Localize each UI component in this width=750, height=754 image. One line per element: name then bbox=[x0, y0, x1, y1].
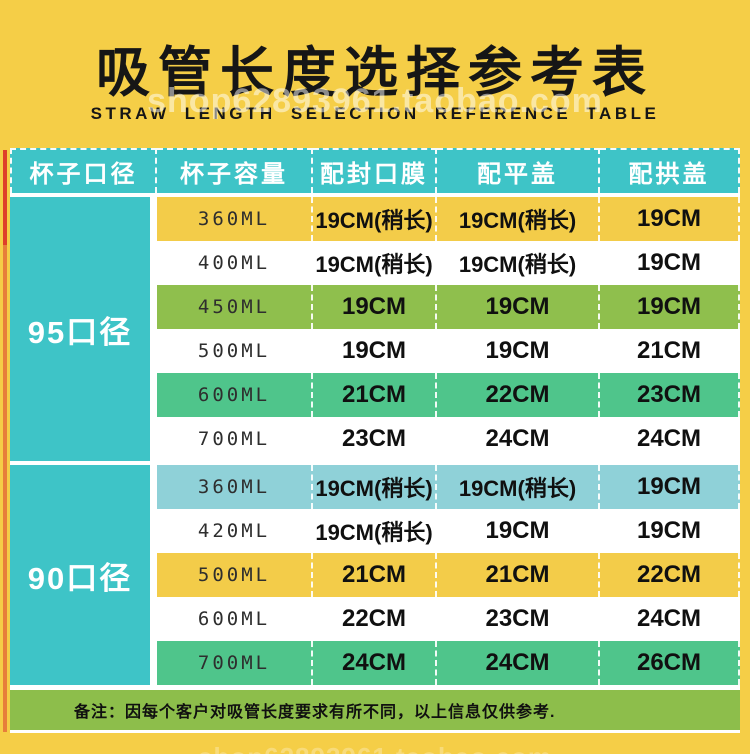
film-length-cell: 19CM bbox=[313, 329, 437, 373]
dome-lid-length-cell: 19CM bbox=[600, 197, 740, 241]
left-edge-red-line-top bbox=[3, 150, 7, 245]
column-header-4: 配平盖 bbox=[437, 148, 600, 193]
flat-lid-length-cell: 24CM bbox=[437, 641, 600, 685]
film-length-cell: 19CM(稍长) bbox=[313, 509, 437, 553]
capacity-cell: 700ML bbox=[157, 641, 313, 685]
capacity-cell: 700ML bbox=[157, 417, 313, 461]
note-bar: 备注：因每个客户对吸管长度要求有所不同，以上信息仅供参考. bbox=[10, 690, 740, 733]
flat-lid-length-cell: 19CM(稍长) bbox=[437, 241, 600, 285]
film-length-cell: 23CM bbox=[313, 417, 437, 461]
flat-lid-length-cell: 21CM bbox=[437, 553, 600, 597]
capacity-cell: 600ML bbox=[157, 373, 313, 417]
film-length-cell: 22CM bbox=[313, 597, 437, 641]
flat-lid-length-cell: 19CM bbox=[437, 509, 600, 553]
shop-watermark-bottom: shop62893961.taobao.com bbox=[0, 742, 750, 754]
column-header-5: 配拱盖 bbox=[600, 148, 740, 193]
table-gap bbox=[10, 193, 740, 197]
column-header-1: 杯子口径 bbox=[10, 148, 157, 193]
flat-lid-length-cell: 19CM(稍长) bbox=[437, 197, 600, 241]
dome-lid-length-cell: 19CM bbox=[600, 465, 740, 509]
dome-lid-length-cell: 22CM bbox=[600, 553, 740, 597]
film-length-cell: 21CM bbox=[313, 373, 437, 417]
film-length-cell: 21CM bbox=[313, 553, 437, 597]
table-gap bbox=[10, 685, 740, 690]
flat-lid-length-cell: 19CM bbox=[437, 285, 600, 329]
left-edge-red-line bbox=[3, 150, 7, 732]
film-length-cell: 19CM(稍长) bbox=[313, 465, 437, 509]
film-length-cell: 19CM(稍长) bbox=[313, 197, 437, 241]
film-length-cell: 24CM bbox=[313, 641, 437, 685]
shop-watermark: shop62893961.taobao.com bbox=[147, 82, 603, 120]
dome-lid-length-cell: 19CM bbox=[600, 241, 740, 285]
page-subtitle: STRAW LENGTH SELECTION REFERENCE TABLE bbox=[90, 104, 660, 123]
group-label-95: 95口径 bbox=[10, 197, 157, 461]
dome-lid-length-cell: 24CM bbox=[600, 597, 740, 641]
capacity-cell: 360ML bbox=[157, 197, 313, 241]
flat-lid-length-cell: 23CM bbox=[437, 597, 600, 641]
dome-lid-length-cell: 19CM bbox=[600, 285, 740, 329]
capacity-cell: 400ML bbox=[157, 241, 313, 285]
film-length-cell: 19CM bbox=[313, 285, 437, 329]
group-label-90: 90口径 bbox=[10, 465, 157, 685]
page-title: 吸管长度选择参考表 bbox=[96, 43, 654, 103]
dome-lid-length-cell: 19CM bbox=[600, 509, 740, 553]
dome-lid-length-cell: 26CM bbox=[600, 641, 740, 685]
capacity-cell: 500ML bbox=[157, 329, 313, 373]
dome-lid-length-cell: 24CM bbox=[600, 417, 740, 461]
table-gap bbox=[10, 461, 740, 465]
dome-lid-length-cell: 21CM bbox=[600, 329, 740, 373]
column-header-2: 杯子容量 bbox=[157, 148, 313, 193]
flat-lid-length-cell: 19CM(稍长) bbox=[437, 465, 600, 509]
capacity-cell: 450ML bbox=[157, 285, 313, 329]
capacity-cell: 420ML bbox=[157, 509, 313, 553]
capacity-cell: 360ML bbox=[157, 465, 313, 509]
capacity-cell: 500ML bbox=[157, 553, 313, 597]
film-length-cell: 19CM(稍长) bbox=[313, 241, 437, 285]
flat-lid-length-cell: 24CM bbox=[437, 417, 600, 461]
column-header-3: 配封口膜 bbox=[313, 148, 437, 193]
capacity-cell: 600ML bbox=[157, 597, 313, 641]
dome-lid-length-cell: 23CM bbox=[600, 373, 740, 417]
straw-table: 杯子口径 杯子容量 配封口膜 配平盖 配拱盖 95口径 360ML 19CM(稍长) 19CM(… bbox=[10, 148, 740, 733]
flat-lid-length-cell: 22CM bbox=[437, 373, 600, 417]
flat-lid-length-cell: 19CM bbox=[437, 329, 600, 373]
